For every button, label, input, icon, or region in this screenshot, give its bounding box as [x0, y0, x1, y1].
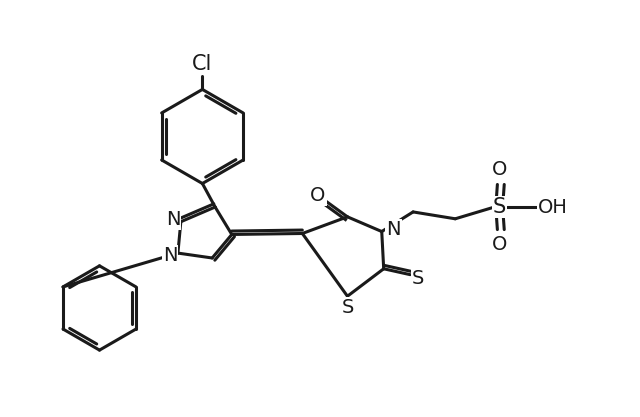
- Text: S: S: [341, 299, 354, 317]
- Text: S: S: [412, 269, 424, 288]
- Text: S: S: [493, 197, 506, 217]
- Text: N: N: [163, 246, 177, 264]
- Text: N: N: [166, 210, 180, 229]
- Text: OH: OH: [538, 198, 568, 216]
- Text: O: O: [492, 235, 507, 254]
- Text: N: N: [387, 220, 401, 239]
- Text: O: O: [310, 186, 326, 205]
- Text: Cl: Cl: [192, 54, 212, 74]
- Text: O: O: [492, 160, 507, 179]
